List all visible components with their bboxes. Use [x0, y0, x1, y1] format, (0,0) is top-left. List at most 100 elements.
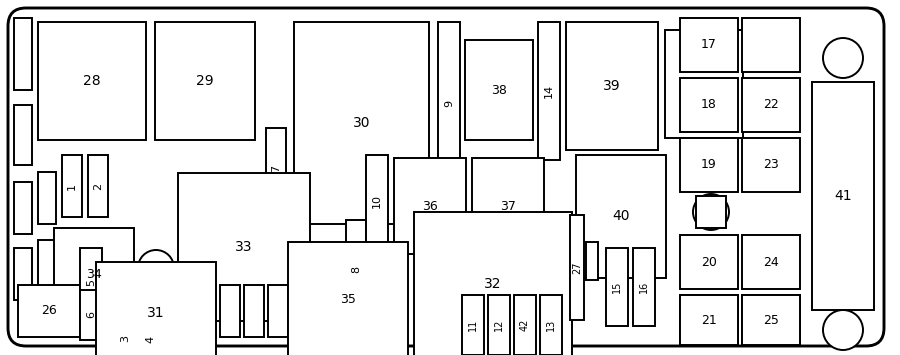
- Circle shape: [364, 252, 400, 288]
- Bar: [680, 18, 738, 72]
- Text: 6: 6: [86, 311, 96, 318]
- Bar: [414, 212, 572, 355]
- Text: 10: 10: [372, 194, 382, 208]
- Bar: [38, 22, 146, 140]
- Text: 27: 27: [572, 261, 582, 274]
- Bar: [570, 215, 584, 320]
- Bar: [14, 248, 32, 300]
- Bar: [680, 295, 738, 345]
- Bar: [742, 18, 800, 72]
- Text: 29: 29: [196, 74, 214, 88]
- Bar: [62, 155, 82, 217]
- Text: 30: 30: [353, 116, 370, 130]
- Text: 22: 22: [763, 98, 778, 111]
- Bar: [742, 295, 800, 345]
- Text: 8: 8: [351, 266, 361, 273]
- Bar: [465, 40, 533, 140]
- Text: 42: 42: [520, 319, 530, 331]
- Text: 41: 41: [834, 189, 851, 203]
- Bar: [742, 138, 800, 192]
- Text: 37: 37: [500, 200, 516, 213]
- Text: 18: 18: [701, 98, 717, 111]
- Text: 3: 3: [120, 335, 130, 343]
- Bar: [155, 22, 255, 140]
- Bar: [346, 220, 366, 318]
- Bar: [266, 128, 286, 208]
- Bar: [54, 228, 134, 320]
- Bar: [38, 172, 56, 224]
- Text: 13: 13: [546, 319, 556, 331]
- Text: 28: 28: [83, 74, 101, 88]
- Bar: [538, 22, 560, 160]
- Bar: [742, 78, 800, 132]
- Bar: [566, 22, 658, 150]
- Text: 2: 2: [93, 182, 103, 190]
- Text: 38: 38: [491, 83, 507, 97]
- Text: 35: 35: [340, 293, 356, 306]
- Bar: [14, 182, 32, 234]
- Text: 25: 25: [763, 313, 778, 327]
- Text: 34: 34: [86, 268, 102, 280]
- Text: 39: 39: [603, 79, 621, 93]
- Bar: [96, 262, 216, 355]
- Bar: [606, 248, 628, 326]
- Text: 1: 1: [67, 182, 77, 190]
- Circle shape: [539, 247, 575, 283]
- Bar: [514, 295, 536, 355]
- Bar: [696, 196, 726, 228]
- Bar: [812, 82, 874, 310]
- Text: 33: 33: [235, 240, 253, 254]
- Text: 12: 12: [494, 319, 504, 331]
- Bar: [366, 155, 388, 247]
- Bar: [14, 105, 32, 165]
- Bar: [462, 295, 484, 355]
- Bar: [14, 18, 32, 90]
- Text: 5: 5: [86, 279, 96, 285]
- Circle shape: [823, 310, 863, 350]
- Bar: [488, 295, 510, 355]
- Bar: [586, 242, 598, 280]
- Text: 15: 15: [612, 281, 622, 293]
- Bar: [88, 155, 108, 217]
- Text: 19: 19: [701, 158, 717, 171]
- Bar: [80, 248, 102, 316]
- Text: 24: 24: [763, 256, 778, 268]
- Bar: [576, 155, 666, 278]
- Text: 32: 32: [484, 278, 502, 291]
- FancyBboxPatch shape: [8, 8, 884, 346]
- Bar: [394, 158, 466, 254]
- Bar: [140, 305, 160, 355]
- Bar: [680, 295, 738, 345]
- Circle shape: [138, 250, 174, 286]
- Text: 7: 7: [271, 164, 281, 171]
- Bar: [288, 242, 408, 355]
- Bar: [80, 290, 102, 340]
- Bar: [244, 285, 264, 337]
- Text: 17: 17: [701, 38, 717, 51]
- Text: 4: 4: [145, 335, 155, 343]
- Bar: [680, 78, 738, 132]
- Bar: [540, 295, 562, 355]
- Text: 26: 26: [41, 305, 57, 317]
- Text: 31: 31: [148, 306, 165, 320]
- Text: 36: 36: [422, 200, 438, 213]
- Bar: [268, 285, 288, 337]
- Text: 16: 16: [639, 281, 649, 293]
- Text: 40: 40: [612, 209, 630, 224]
- Bar: [742, 295, 800, 345]
- Text: 9: 9: [444, 99, 454, 106]
- Text: 20: 20: [701, 256, 717, 268]
- Bar: [633, 248, 655, 326]
- Bar: [680, 138, 738, 192]
- Text: 14: 14: [544, 84, 554, 98]
- Bar: [665, 30, 743, 138]
- Bar: [541, 249, 573, 281]
- Bar: [220, 285, 240, 337]
- Circle shape: [823, 38, 863, 78]
- Bar: [115, 305, 135, 355]
- Text: 23: 23: [763, 158, 778, 171]
- Bar: [742, 235, 800, 289]
- Text: 21: 21: [701, 313, 717, 327]
- Bar: [472, 158, 544, 254]
- Bar: [438, 22, 460, 184]
